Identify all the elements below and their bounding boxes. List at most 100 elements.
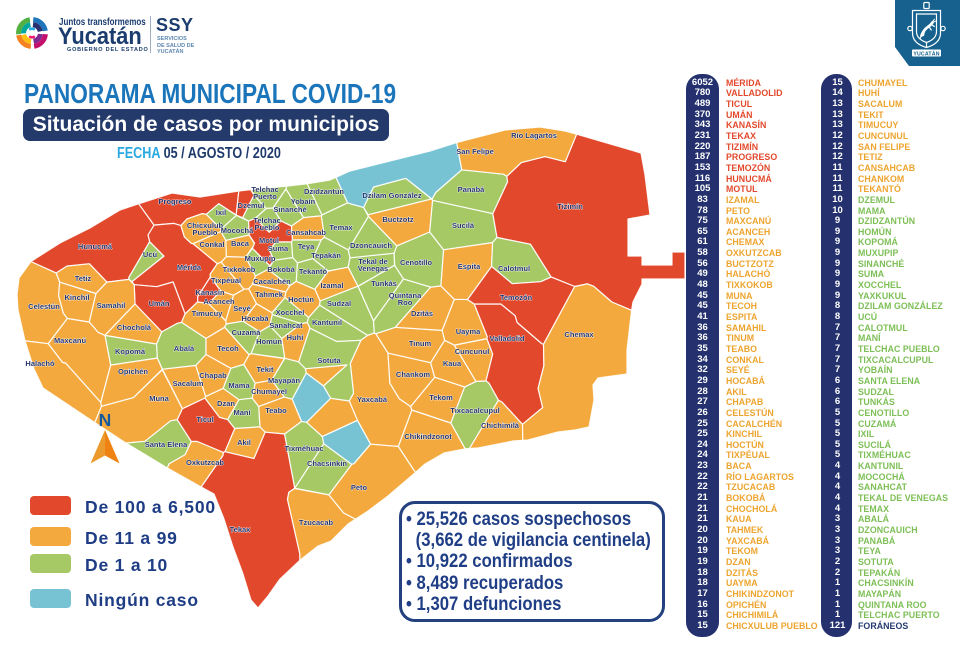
svg-text:Chacsinkín: Chacsinkín [307, 459, 347, 468]
svg-text:Puerto: Puerto [253, 192, 277, 201]
svg-text:Tetiz: Tetiz [75, 274, 92, 283]
svg-text:Santa Elena: Santa Elena [145, 440, 188, 449]
svg-text:Venegas: Venegas [358, 264, 388, 273]
svg-text:Tekom: Tekom [429, 393, 453, 402]
svg-text:Chapab: Chapab [199, 371, 227, 380]
svg-text:Mocochá: Mocochá [221, 226, 254, 235]
svg-text:Cenotillo: Cenotillo [400, 258, 432, 267]
svg-text:Telchac: Telchac [251, 185, 278, 194]
svg-text:Samahil: Samahil [97, 301, 126, 310]
svg-text:Tekit: Tekit [257, 365, 274, 374]
svg-text:Suma: Suma [268, 244, 289, 253]
svg-text:Hoctún: Hoctún [288, 295, 314, 304]
svg-text:Río Lagartos: Río Lagartos [511, 131, 557, 140]
svg-text:Umán: Umán [149, 299, 170, 308]
svg-text:Dzitás: Dzitás [411, 309, 433, 318]
svg-text:Dzan: Dzan [217, 399, 235, 408]
svg-text:Tunkás: Tunkás [371, 279, 397, 288]
svg-text:Mama: Mama [228, 381, 250, 390]
svg-text:Dzemul: Dzemul [238, 201, 265, 210]
svg-text:Chumayel: Chumayel [251, 387, 287, 396]
svg-text:Yobaín: Yobaín [291, 197, 316, 206]
svg-text:Roo: Roo [398, 298, 413, 307]
svg-text:Tixméhuac: Tixméhuac [284, 444, 323, 453]
svg-text:Celestún: Celestún [28, 302, 60, 311]
svg-text:Dzoncauich: Dzoncauich [350, 241, 393, 250]
svg-text:Oxkutzcab: Oxkutzcab [186, 458, 224, 467]
svg-text:Maní: Maní [233, 408, 251, 417]
svg-text:Teya: Teya [298, 242, 315, 251]
svg-text:Sinanché: Sinanché [273, 205, 306, 214]
svg-text:Tekantó: Tekantó [299, 267, 328, 276]
svg-text:Conkal: Conkal [199, 240, 224, 249]
svg-text:Kinchil: Kinchil [64, 293, 89, 302]
svg-text:Kanasín: Kanasín [195, 288, 225, 297]
svg-text:Ixil: Ixil [216, 208, 226, 217]
svg-text:N: N [99, 410, 112, 430]
svg-text:Sucilá: Sucilá [452, 221, 475, 230]
svg-text:Cansahcab: Cansahcab [286, 228, 326, 237]
svg-text:Xocchel: Xocchel [276, 308, 305, 317]
svg-text:Temozón: Temozón [500, 293, 533, 302]
svg-text:Dzidzantún: Dzidzantún [304, 187, 344, 196]
svg-text:Tixpéual: Tixpéual [211, 276, 241, 285]
svg-text:Panabá: Panabá [458, 185, 486, 194]
svg-text:Espita: Espita [458, 262, 481, 271]
svg-text:Ticul: Ticul [196, 415, 213, 424]
svg-text:Hocabá: Hocabá [241, 314, 269, 323]
svg-text:Tekal de: Tekal de [358, 257, 387, 266]
svg-text:Sanahcat: Sanahcat [269, 321, 303, 330]
svg-text:Peto: Peto [351, 483, 368, 492]
svg-text:Calotmul: Calotmul [498, 264, 530, 273]
svg-text:Pueblo: Pueblo [254, 223, 279, 232]
svg-text:Kopomá: Kopomá [115, 347, 146, 356]
svg-text:Quintana: Quintana [389, 291, 422, 300]
svg-text:Yaxcabá: Yaxcabá [357, 395, 388, 404]
svg-text:Sudzal: Sudzal [327, 299, 351, 308]
svg-text:San Felipe: San Felipe [456, 147, 494, 156]
svg-text:Muxupip: Muxupip [245, 254, 276, 263]
svg-text:Chichimilá: Chichimilá [481, 421, 520, 430]
svg-text:Mayapán: Mayapán [268, 376, 301, 385]
svg-text:Tixkokob: Tixkokob [223, 265, 256, 274]
svg-text:Baca: Baca [231, 239, 250, 248]
svg-text:Kaua: Kaua [443, 359, 462, 368]
svg-text:Homún: Homún [256, 337, 282, 346]
svg-text:Tahmek: Tahmek [255, 290, 284, 299]
svg-text:Tinum: Tinum [409, 339, 432, 348]
svg-text:Sacalum: Sacalum [173, 379, 204, 388]
svg-text:Timucuy: Timucuy [192, 309, 224, 318]
svg-text:Chemax: Chemax [564, 330, 594, 339]
svg-text:Muna: Muna [149, 394, 169, 403]
svg-text:Tekax: Tekax [230, 525, 252, 534]
svg-text:Chankom: Chankom [396, 370, 431, 379]
svg-text:Cacalchén: Cacalchén [253, 277, 291, 286]
svg-text:Temax: Temax [329, 223, 353, 232]
svg-text:Huhí: Huhí [287, 333, 305, 342]
svg-text:Progreso: Progreso [159, 197, 192, 206]
svg-text:Akil: Akil [237, 438, 251, 447]
svg-text:Tepakán: Tepakán [311, 251, 341, 260]
svg-text:Buctzotz: Buctzotz [382, 215, 413, 224]
svg-text:Uayma: Uayma [456, 327, 481, 336]
svg-text:Cuzamá: Cuzamá [232, 328, 262, 337]
svg-text:Chocholá: Chocholá [117, 323, 152, 332]
svg-text:Chicxulub: Chicxulub [187, 221, 224, 230]
svg-text:Motul: Motul [259, 236, 279, 245]
svg-text:Teabo: Teabo [265, 406, 287, 415]
svg-text:Abalá: Abalá [174, 344, 195, 353]
svg-text:Tizimín: Tizimín [557, 202, 583, 211]
svg-text:Hunucmá: Hunucmá [78, 242, 113, 251]
svg-text:Opichén: Opichén [118, 367, 148, 376]
svg-text:Kantunil: Kantunil [312, 318, 342, 327]
svg-text:Telchac: Telchac [253, 216, 280, 225]
svg-text:Tzucacab: Tzucacab [299, 518, 334, 527]
svg-text:Acanceh: Acanceh [203, 297, 235, 306]
svg-text:Cuncunul: Cuncunul [455, 347, 490, 356]
svg-text:Sotuta: Sotuta [317, 356, 341, 365]
svg-text:YUCATÁN: YUCATÁN [913, 50, 939, 57]
svg-text:Mérida: Mérida [177, 263, 202, 272]
svg-text:Valladolid: Valladolid [489, 334, 524, 343]
svg-text:Tecoh: Tecoh [217, 344, 239, 353]
svg-text:Izamal: Izamal [321, 281, 344, 290]
